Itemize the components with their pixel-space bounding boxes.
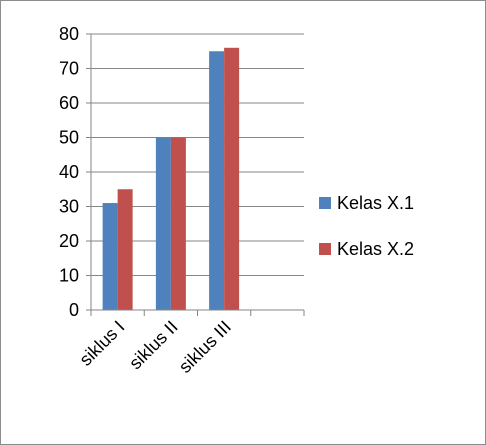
bar-2-2 [170, 137, 186, 310]
axes [86, 33, 305, 316]
bars [102, 47, 240, 311]
legend-swatch-1 [319, 197, 331, 209]
y-tick-label: 70 [59, 59, 79, 79]
y-tick-label: 0 [69, 300, 79, 320]
bar-1-1 [102, 203, 118, 310]
y-tick-label: 30 [59, 197, 79, 217]
y-tick-label: 40 [59, 162, 79, 182]
legend: Kelas X.1 Kelas X.2 [319, 193, 414, 259]
x-tick-label: siklus III [175, 317, 235, 377]
y-tick-label: 60 [59, 93, 79, 113]
y-tick-label: 20 [59, 231, 79, 251]
y-tick-label: 50 [59, 128, 79, 148]
bar-1-3 [209, 51, 225, 310]
x-tick-label: siklus I [75, 317, 128, 370]
x-tick-label: siklus II [125, 317, 182, 374]
y-tick-label: 80 [59, 24, 79, 44]
bar-1-2 [155, 137, 171, 310]
legend-label-1: Kelas X.1 [337, 193, 414, 213]
legend-swatch-2 [319, 243, 331, 255]
legend-label-2: Kelas X.2 [337, 239, 414, 259]
bar-2-3 [224, 47, 240, 311]
y-tick-labels: 0 10 20 30 40 50 60 70 80 [59, 24, 79, 320]
y-tick-label: 10 [59, 266, 79, 286]
bar-2-1 [117, 189, 133, 310]
